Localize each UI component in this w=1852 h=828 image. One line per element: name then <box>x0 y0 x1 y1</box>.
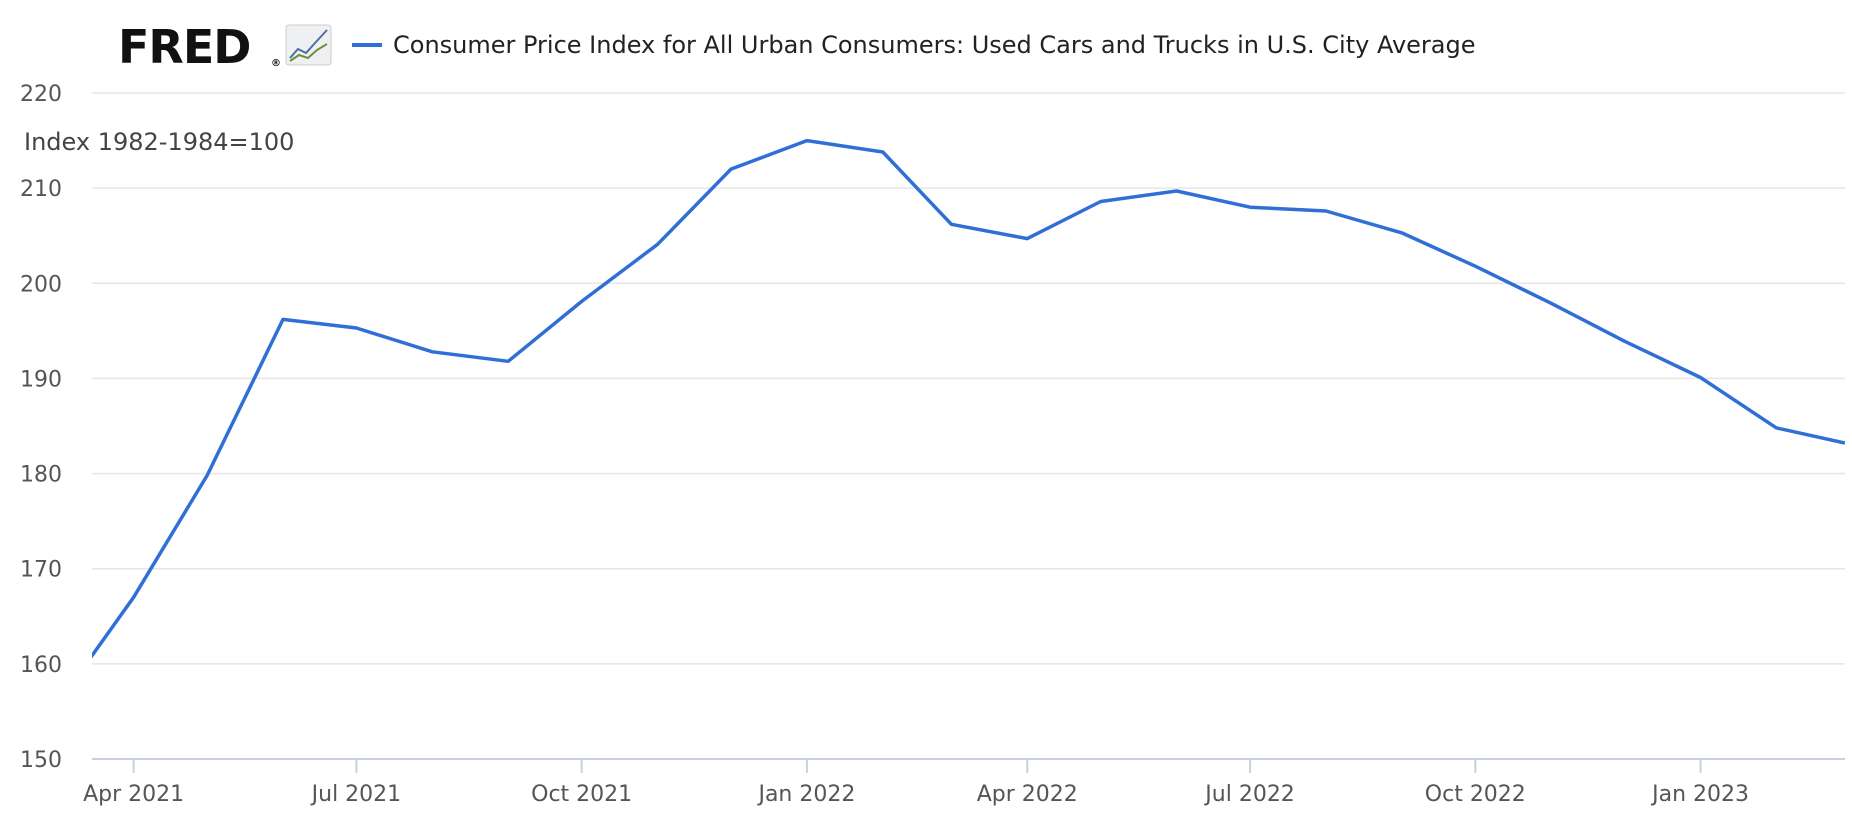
series-point <box>353 325 359 331</box>
series-point <box>1773 425 1779 431</box>
series-point <box>728 166 734 172</box>
trend-chart-icon <box>285 24 332 66</box>
series-line <box>92 138 1845 659</box>
series-point <box>1472 263 1478 269</box>
x-tick-label: Jan 2022 <box>756 782 855 807</box>
y-tick-label: 160 <box>20 653 62 678</box>
fred-logo[interactable]: FRED ® <box>118 20 332 74</box>
y-tick-label: 200 <box>20 272 62 297</box>
x-tick-label: Jul 2022 <box>1203 782 1295 807</box>
x-tick-label: Apr 2022 <box>977 782 1078 807</box>
legend[interactable]: Consumer Price Index for All Urban Consu… <box>352 31 1476 59</box>
legend-label: Consumer Price Index for All Urban Consu… <box>393 31 1476 59</box>
grid-layer <box>92 92 1845 665</box>
series-layer <box>55 138 1848 707</box>
trend-chart-icon-line-green <box>289 43 328 62</box>
x-axis: Apr 2021 Jul 2021 Oct 2021 Jan 2022 Apr 2022… <box>83 758 1845 807</box>
fred-logo-registered: ® <box>271 58 281 69</box>
series-point <box>280 316 286 322</box>
series-point <box>1174 188 1180 194</box>
series-point <box>948 221 954 227</box>
x-tick-label: Apr 2021 <box>83 782 184 807</box>
y-tick-label: 190 <box>20 367 62 392</box>
series-point <box>579 298 585 304</box>
fred-logo-text: FRED <box>118 20 250 74</box>
series-point <box>131 594 137 600</box>
series-point <box>804 138 810 144</box>
y-axis: 150 160 170 180 190 200 210 220 <box>20 82 62 773</box>
series-point <box>1024 236 1030 242</box>
series-point <box>1247 204 1253 210</box>
x-tick-label: Oct 2021 <box>531 782 632 807</box>
trend-chart-icon-line-blue <box>289 29 328 59</box>
y-tick-label: 220 <box>20 82 62 107</box>
series-point <box>1323 208 1329 214</box>
series-point <box>880 149 886 155</box>
y-tick-label: 180 <box>20 463 62 488</box>
x-tick-label: Jan 2023 <box>1650 782 1749 807</box>
y-tick-label: 210 <box>20 177 62 202</box>
x-tick-label: Oct 2022 <box>1425 782 1526 807</box>
series-point <box>204 472 210 478</box>
series-point <box>55 701 61 707</box>
series-point <box>429 349 435 355</box>
series-point <box>1548 300 1554 306</box>
series-point <box>655 241 661 247</box>
series-point <box>1622 338 1628 344</box>
y-tick-label: 170 <box>20 558 62 583</box>
y-axis-unit-label: Index 1982-1984=100 <box>24 128 294 156</box>
series-point <box>505 358 511 364</box>
x-tick-label: Jul 2021 <box>310 782 402 807</box>
series-point <box>1098 198 1104 204</box>
series-point <box>1399 230 1405 236</box>
series-point <box>1842 440 1848 446</box>
series-point <box>1698 374 1704 380</box>
y-tick-label: 150 <box>20 748 62 773</box>
